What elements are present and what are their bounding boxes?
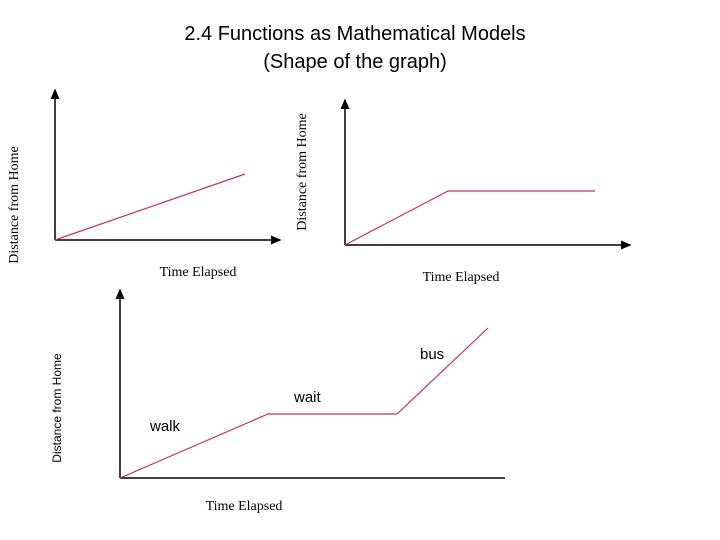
curve (344, 190, 595, 246)
y-label: Distance from Home (7, 146, 22, 263)
curve (54, 173, 246, 241)
subtitle: (Shape of the graph) (263, 51, 446, 73)
y-label: Distance from Home (295, 113, 310, 230)
curve (119, 327, 489, 479)
x-label: Time Elapsed (423, 270, 500, 285)
title: 2.4 Functions as Mathematical Models (184, 23, 525, 45)
annotation: bus (420, 346, 444, 363)
x-label: Time Elapsed (160, 265, 237, 280)
x-label: Time Elapsed (206, 499, 283, 514)
graph-3: Distance from Home Time Elapsed walk wai… (50, 288, 505, 514)
annotation: walk (149, 418, 181, 435)
y-label: Distance from Home (50, 353, 64, 463)
annotation: wait (293, 389, 322, 406)
graph-1: Distance from Home Time Elapsed (7, 88, 282, 280)
graph-2: Distance from Home Time Elapsed (295, 98, 632, 285)
